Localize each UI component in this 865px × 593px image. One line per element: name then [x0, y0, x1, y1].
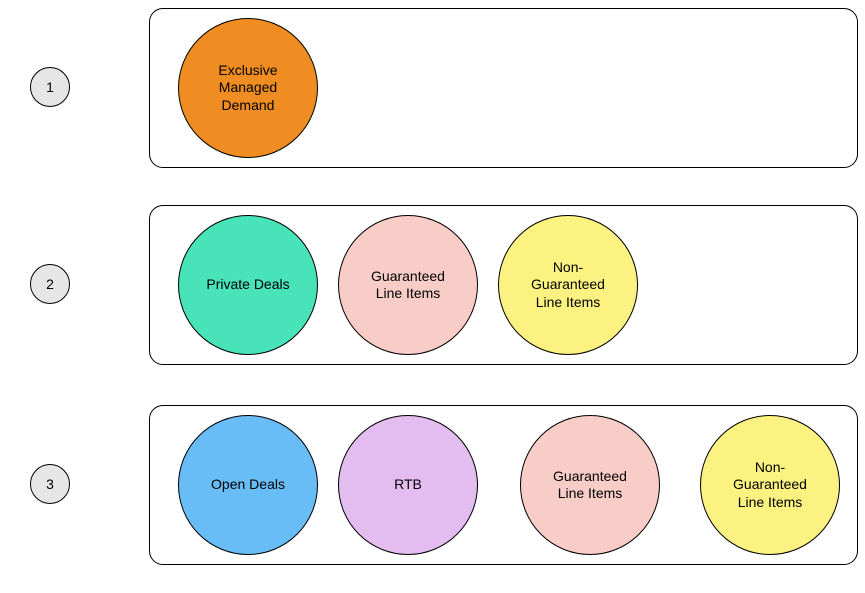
item-circle-2-2: Guaranteed Line Items [338, 215, 478, 355]
row-number-1: 1 [30, 67, 70, 107]
item-circle-3-3: Guaranteed Line Items [520, 415, 660, 555]
item-circle-3-4: Non- Guaranteed Line Items [700, 415, 840, 555]
item-circle-label: RTB [394, 476, 422, 494]
item-circle-label: Private Deals [206, 276, 289, 294]
item-circle-2-1: Private Deals [178, 215, 318, 355]
row-number-label: 2 [46, 276, 54, 292]
item-circle-label: Exclusive Managed Demand [218, 62, 277, 115]
item-circle-label: Non- Guaranteed Line Items [733, 459, 807, 512]
item-circle-label: Non- Guaranteed Line Items [531, 259, 605, 312]
row-number-2: 2 [30, 264, 70, 304]
row-number-3: 3 [30, 464, 70, 504]
item-circle-label: Open Deals [211, 476, 285, 494]
item-circle-2-3: Non- Guaranteed Line Items [498, 215, 638, 355]
row-number-label: 1 [46, 79, 54, 95]
item-circle-label: Guaranteed Line Items [371, 268, 445, 303]
item-circle-1-1: Exclusive Managed Demand [178, 18, 318, 158]
item-circle-label: Guaranteed Line Items [553, 468, 627, 503]
row-number-label: 3 [46, 476, 54, 492]
item-circle-3-1: Open Deals [178, 415, 318, 555]
item-circle-3-2: RTB [338, 415, 478, 555]
